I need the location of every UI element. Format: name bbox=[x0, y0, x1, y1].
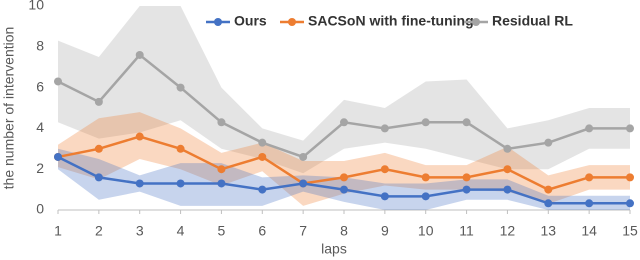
point bbox=[626, 199, 634, 208]
point bbox=[503, 144, 512, 153]
legend-marker bbox=[288, 18, 296, 26]
point bbox=[176, 83, 185, 92]
error-band bbox=[58, 6, 630, 174]
point bbox=[380, 165, 389, 174]
x-tick-label: 10 bbox=[418, 223, 434, 239]
point bbox=[585, 173, 594, 182]
x-tick-label: 14 bbox=[581, 223, 597, 239]
point bbox=[380, 192, 389, 201]
x-tick-label: 8 bbox=[340, 223, 348, 239]
point bbox=[421, 118, 430, 127]
point bbox=[299, 152, 308, 161]
point bbox=[94, 97, 103, 106]
point bbox=[544, 199, 553, 208]
x-tick-label: 5 bbox=[218, 223, 226, 239]
point bbox=[380, 124, 389, 133]
x-tick-label: 9 bbox=[381, 223, 389, 239]
point bbox=[299, 179, 308, 188]
point bbox=[626, 124, 634, 133]
legend-label: Residual RL bbox=[492, 13, 573, 29]
point bbox=[340, 173, 348, 182]
point bbox=[585, 199, 594, 208]
y-tick-label: 6 bbox=[36, 78, 44, 94]
point bbox=[135, 50, 144, 59]
point bbox=[217, 179, 226, 188]
x-tick-label: 6 bbox=[258, 223, 266, 239]
point bbox=[135, 132, 144, 141]
x-tick-label: 12 bbox=[500, 223, 516, 239]
point bbox=[258, 152, 267, 161]
point bbox=[462, 118, 471, 127]
y-axis-label: the number of intervention bbox=[1, 27, 17, 190]
point bbox=[135, 179, 144, 188]
x-tick-label: 2 bbox=[95, 223, 103, 239]
y-tick-label: 4 bbox=[36, 119, 44, 135]
x-tick-label: 13 bbox=[540, 223, 556, 239]
point bbox=[462, 185, 471, 194]
point bbox=[176, 144, 185, 153]
point bbox=[626, 173, 634, 182]
point bbox=[544, 138, 553, 147]
point bbox=[217, 118, 226, 127]
point bbox=[54, 152, 62, 161]
legend-marker bbox=[214, 18, 222, 26]
point bbox=[585, 124, 594, 133]
y-tick-label: 10 bbox=[28, 0, 44, 13]
point bbox=[94, 173, 103, 182]
point bbox=[340, 185, 348, 194]
x-tick-label: 11 bbox=[459, 223, 474, 239]
point bbox=[258, 185, 267, 194]
point bbox=[503, 165, 512, 174]
y-tick-label: 0 bbox=[36, 201, 44, 217]
x-tick-label: 15 bbox=[622, 223, 638, 239]
x-tick-label: 7 bbox=[299, 223, 307, 239]
point bbox=[421, 192, 430, 201]
error-band bbox=[58, 112, 630, 206]
point bbox=[503, 185, 512, 194]
point bbox=[340, 118, 348, 127]
x-axis-label: laps bbox=[321, 241, 347, 257]
point bbox=[217, 165, 226, 174]
y-tick-label: 2 bbox=[36, 160, 44, 176]
y-tick-label: 8 bbox=[36, 38, 44, 54]
point bbox=[258, 138, 267, 147]
x-tick-label: 3 bbox=[136, 223, 144, 239]
x-tick-label: 1 bbox=[54, 223, 62, 239]
point bbox=[462, 173, 471, 182]
legend-label: SACSoN with fine-tuning bbox=[308, 13, 474, 29]
point bbox=[94, 144, 103, 153]
point bbox=[176, 179, 185, 188]
legend-marker bbox=[472, 18, 480, 26]
point bbox=[544, 185, 553, 194]
point bbox=[421, 173, 430, 182]
x-tick-label: 4 bbox=[177, 223, 185, 239]
point bbox=[54, 77, 62, 86]
legend-label: Ours bbox=[234, 13, 267, 29]
legend: Ours SACSoN with fine-tuning Residual RL bbox=[206, 13, 573, 29]
